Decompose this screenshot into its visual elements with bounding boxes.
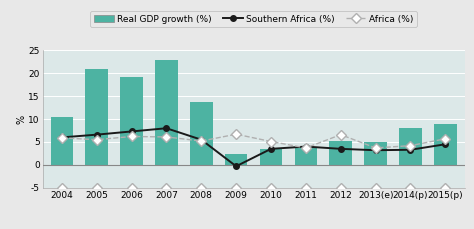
Bar — [225, 154, 247, 165]
Bar — [120, 77, 143, 165]
Legend: Real GDP growth (%), Southern Africa (%), Africa (%): Real GDP growth (%), Southern Africa (%)… — [90, 11, 417, 27]
Y-axis label: %: % — [17, 114, 27, 124]
Bar — [294, 147, 317, 165]
Bar — [260, 149, 283, 165]
Bar — [85, 69, 108, 165]
Bar — [155, 60, 178, 165]
Bar — [190, 102, 213, 165]
Bar — [51, 117, 73, 165]
Bar — [329, 141, 352, 165]
Bar — [434, 124, 456, 165]
Bar — [399, 128, 422, 165]
Bar — [365, 142, 387, 165]
